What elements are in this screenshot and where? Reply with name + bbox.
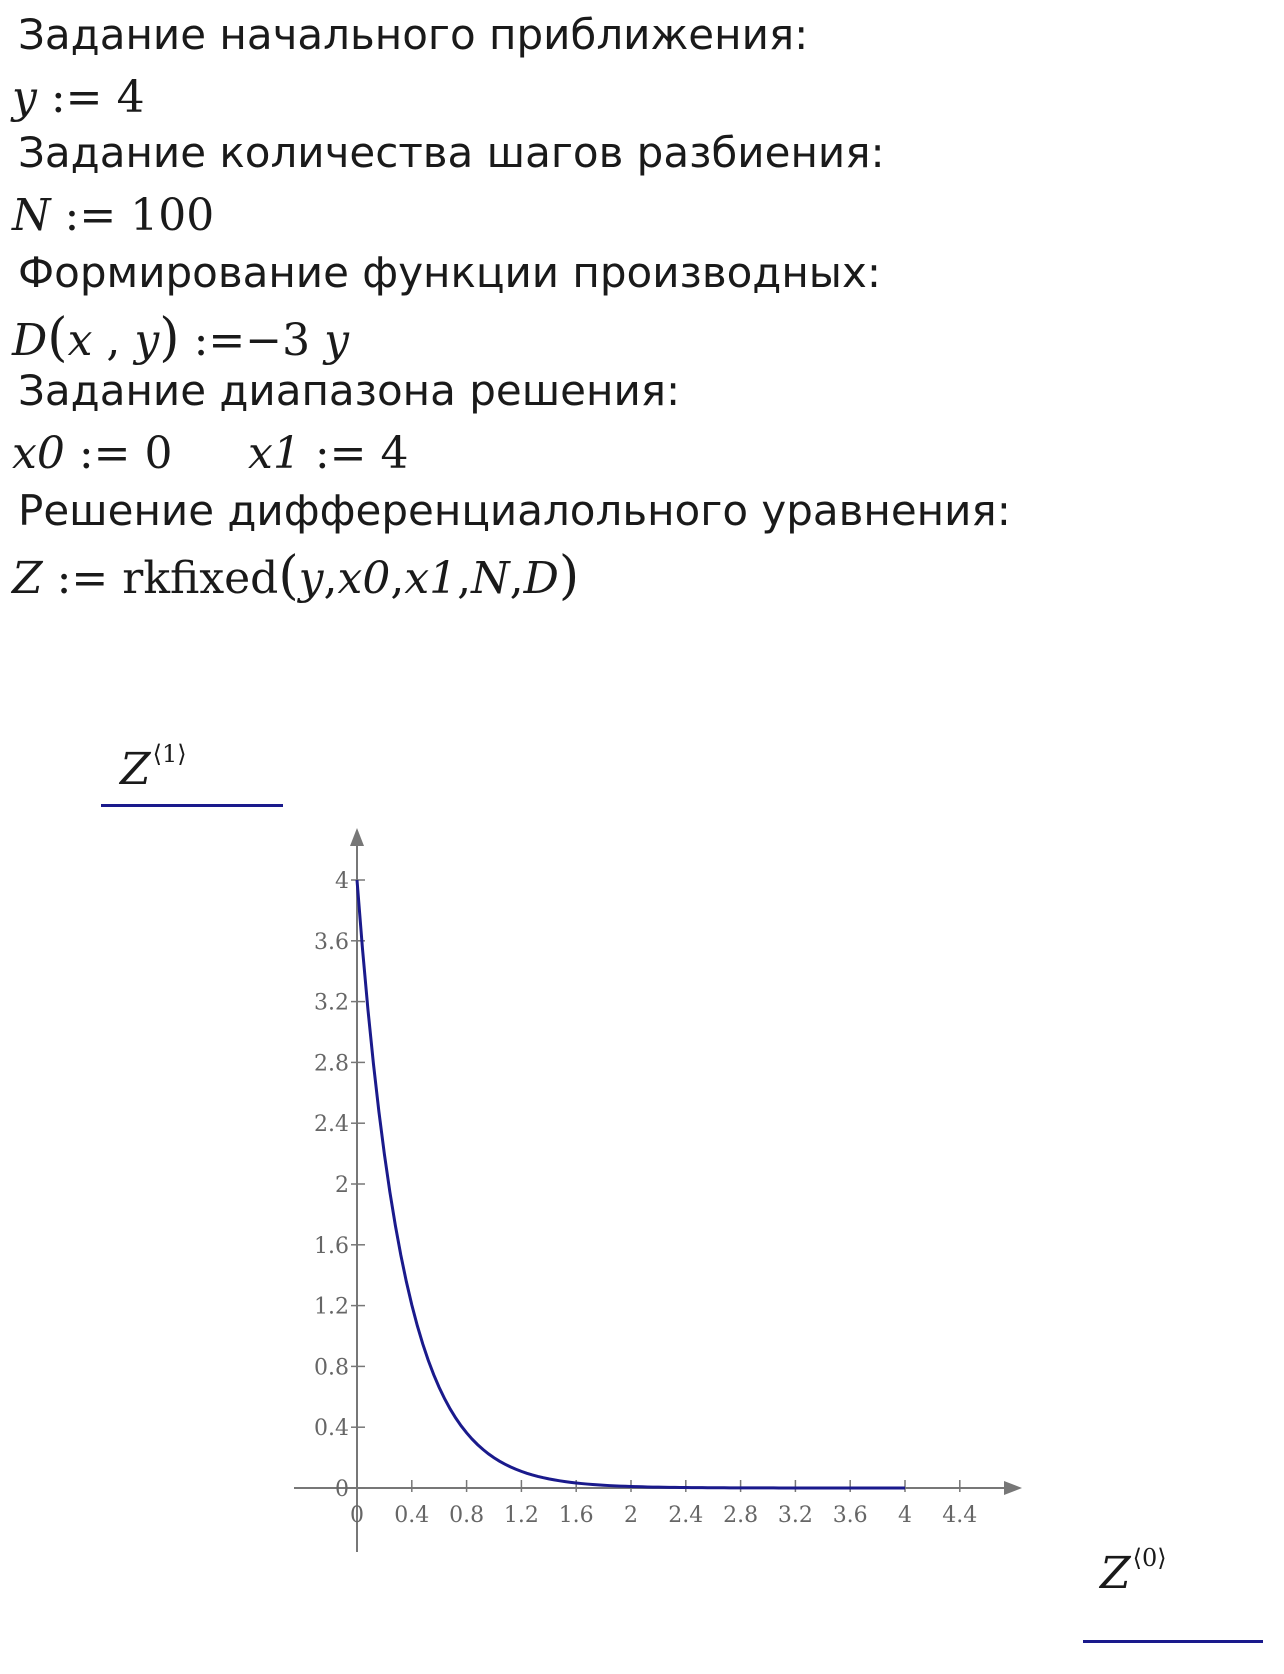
y-axis-placeholder-underline xyxy=(101,804,283,807)
comma: , xyxy=(323,553,338,604)
y-tick-label: 3.6 xyxy=(314,930,349,955)
x-tick-label: 0.8 xyxy=(449,1503,484,1528)
x-axis-arrow xyxy=(1004,1481,1022,1495)
heading-range: Задание диапазона решения: xyxy=(18,366,681,415)
arg-x1: x1 xyxy=(404,553,458,604)
heading-solution: Решение дифференциалольного уравнения: xyxy=(18,486,1011,535)
x-tick-label: 2.4 xyxy=(668,1503,703,1528)
x-axis-base: Z xyxy=(1100,1548,1131,1599)
comma: , xyxy=(106,315,121,366)
assign-op: := xyxy=(50,72,103,123)
x-tick-label: 4.4 xyxy=(942,1503,977,1528)
arg-D: D xyxy=(523,553,559,604)
comma: , xyxy=(390,553,405,604)
x-axis-superscript: ⟨0⟩ xyxy=(1132,1544,1167,1572)
var-x1: x1 xyxy=(248,428,301,479)
value: 100 xyxy=(130,190,215,241)
x-tick-label: 2.8 xyxy=(723,1503,758,1528)
func-D: D xyxy=(12,315,48,366)
y-tick-label: 0.4 xyxy=(314,1416,349,1441)
coefficient: 3 xyxy=(282,315,311,366)
var-x0: x0 xyxy=(12,428,65,479)
expression-x0-assign[interactable]: x0 := 0 xyxy=(12,432,173,476)
lparen: ( xyxy=(47,308,68,368)
arg-y: y xyxy=(134,315,160,366)
heading-initial: Задание начального приближения: xyxy=(18,10,809,59)
var-y: y xyxy=(324,315,349,366)
assign-op: := xyxy=(314,428,367,479)
series-line xyxy=(355,879,905,1490)
y-tick-label: 3.2 xyxy=(314,991,349,1016)
assign-op: := xyxy=(56,553,109,604)
comma: , xyxy=(457,553,472,604)
x-tick-label: 3.2 xyxy=(778,1503,813,1528)
y-axis-superscript: ⟨1⟩ xyxy=(152,740,187,768)
y-tick-label: 2.4 xyxy=(314,1112,349,1137)
y-tick-label: 4 xyxy=(335,869,349,894)
x-tick-label: 1.6 xyxy=(559,1503,594,1528)
expression-y-assign[interactable]: y := 4 xyxy=(12,76,145,120)
y-tick-label: 0.8 xyxy=(314,1355,349,1380)
y-tick-label: 1.6 xyxy=(314,1234,349,1259)
value: 4 xyxy=(380,428,409,479)
x-axis-placeholder-underline xyxy=(1083,1640,1263,1643)
rparen: ) xyxy=(558,546,580,606)
value: 0 xyxy=(144,428,173,479)
arg-N: N xyxy=(471,553,510,604)
y-tick-label: 1.2 xyxy=(314,1295,349,1320)
var-y: y xyxy=(12,72,37,123)
y-tick-label: 2 xyxy=(335,1173,349,1198)
y-axis-arrow xyxy=(350,828,364,846)
minus-sign: − xyxy=(245,315,283,366)
lparen: ( xyxy=(278,546,299,606)
arg-x: x xyxy=(67,315,93,366)
var-Z: Z xyxy=(12,553,43,604)
y-axis-expression[interactable]: Z⟨1⟩ xyxy=(120,742,187,792)
rparen: ) xyxy=(159,308,180,368)
expression-D-definition[interactable]: D(x , y) :=−3 y xyxy=(12,312,349,364)
var-N: N xyxy=(12,190,51,241)
x-tick-label: 4 xyxy=(898,1503,912,1528)
assign-op: := xyxy=(64,190,117,241)
heading-steps: Задание количества шагов разбиения: xyxy=(18,128,885,177)
expression-Z-rkfixed[interactable]: Z := rkfixed(y,x0,x1,N,D) xyxy=(12,550,579,602)
arg-y: y xyxy=(298,553,324,604)
expression-x1-assign[interactable]: x1 := 4 xyxy=(248,432,409,476)
assign-op: := xyxy=(193,315,246,366)
x-tick-label: 1.2 xyxy=(504,1503,539,1528)
y-tick-label: 0 xyxy=(335,1477,349,1502)
y-axis-base: Z xyxy=(120,744,151,795)
x-tick-label: 3.6 xyxy=(833,1503,868,1528)
expression-N-assign[interactable]: N := 100 xyxy=(12,194,214,238)
x-tick-label: 2 xyxy=(624,1503,638,1528)
arg-x0: x0 xyxy=(337,553,391,604)
func-rkfixed: rkfixed xyxy=(122,553,279,604)
heading-derivative: Формирование функции производных: xyxy=(18,248,881,297)
value: 4 xyxy=(116,72,145,123)
comma: , xyxy=(509,553,524,604)
x-axis-expression[interactable]: Z⟨0⟩ xyxy=(1100,1546,1167,1596)
x-tick-label: 0 xyxy=(350,1503,364,1528)
x-tick-label: 0.4 xyxy=(394,1503,429,1528)
assign-op: := xyxy=(78,428,131,479)
y-tick-label: 2.8 xyxy=(314,1051,349,1076)
